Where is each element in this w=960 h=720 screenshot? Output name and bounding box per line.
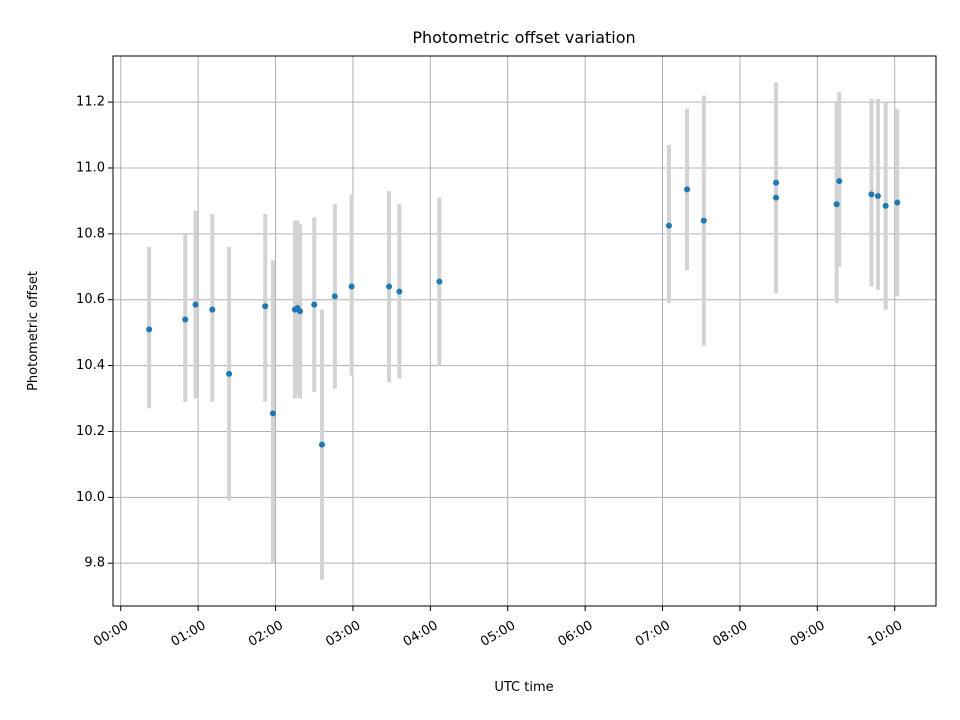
grid-lines xyxy=(113,56,936,606)
data-point xyxy=(700,217,707,224)
y-axis-label: Photometric offset xyxy=(26,271,41,391)
plot-frame xyxy=(112,55,937,607)
data-point xyxy=(262,303,269,310)
y-tick-label: 10.8 xyxy=(76,226,105,241)
x-tick-label: 10:00 xyxy=(865,618,905,650)
y-tick-label: 10.4 xyxy=(76,358,105,373)
y-axis-ticks: 9.8 10.0 10.2 10.4 10.6 10.8 11.0 11.2 xyxy=(76,95,113,571)
y-tick-label: 10.6 xyxy=(76,292,105,307)
data-point xyxy=(146,326,153,333)
data-point xyxy=(665,222,672,229)
data-point xyxy=(436,278,443,285)
data-point xyxy=(868,191,875,198)
data-point xyxy=(311,301,318,308)
x-tick-label: 08:00 xyxy=(710,618,750,650)
x-tick-label: 05:00 xyxy=(478,618,518,650)
data-point xyxy=(773,179,780,186)
data-point xyxy=(836,178,843,185)
data-point xyxy=(209,306,216,313)
data-point xyxy=(192,301,199,308)
data-point xyxy=(882,202,889,209)
y-tick-label: 9.8 xyxy=(84,556,105,571)
x-tick-label: 00:00 xyxy=(91,618,131,650)
x-tick-label: 07:00 xyxy=(633,618,673,650)
y-tick-label: 10.2 xyxy=(76,424,105,439)
x-tick-label: 01:00 xyxy=(169,618,209,650)
x-tick-label: 04:00 xyxy=(401,618,441,650)
data-point xyxy=(331,293,338,300)
x-tick-label: 09:00 xyxy=(788,618,828,650)
y-tick-label: 11.2 xyxy=(76,95,105,110)
x-axis-label: UTC time xyxy=(494,680,553,695)
x-tick-label: 02:00 xyxy=(246,618,286,650)
data-point xyxy=(894,199,901,206)
data-points xyxy=(146,178,901,448)
data-point xyxy=(874,192,881,199)
data-point xyxy=(833,201,840,208)
x-axis-ticks: 00:00 01:00 02:00 03:00 04:00 05:00 06:00 07:00… xyxy=(91,606,905,650)
data-point xyxy=(182,316,189,323)
y-tick-label: 11.0 xyxy=(76,160,105,175)
y-tick-label: 10.0 xyxy=(76,490,105,505)
error-bars xyxy=(147,82,900,580)
data-point xyxy=(318,441,325,448)
data-point xyxy=(297,308,304,315)
x-tick-label: 06:00 xyxy=(556,618,596,650)
data-point xyxy=(226,370,233,377)
x-tick-label: 03:00 xyxy=(323,618,363,650)
chart-title: Photometric offset variation xyxy=(412,28,635,47)
data-point xyxy=(396,288,403,295)
data-point xyxy=(684,186,691,193)
data-point xyxy=(386,283,393,290)
data-point xyxy=(269,410,276,417)
data-point xyxy=(773,194,780,201)
data-point xyxy=(348,283,355,290)
